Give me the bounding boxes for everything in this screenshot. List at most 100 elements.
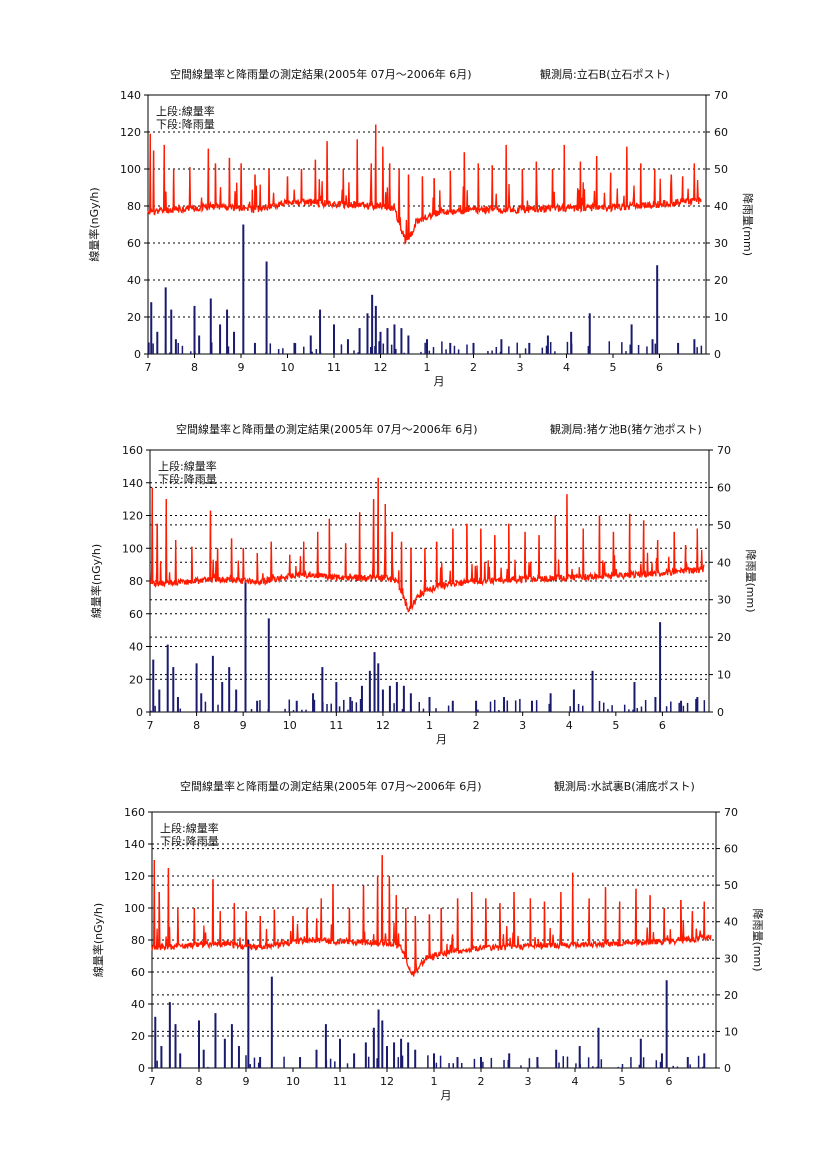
y-tick-label-right: 40 xyxy=(724,916,738,929)
y-tick-label-left: 80 xyxy=(129,575,143,588)
y-tick-label-left: 20 xyxy=(127,311,141,324)
y-axis-label-left: 線量率(nGy/h) xyxy=(87,187,101,261)
y-tick-label-left: 60 xyxy=(127,237,141,250)
x-tick-label: 6 xyxy=(656,361,663,374)
chart-svg: 0 20 40 60 80 100 120 140 160 0 10 20 30 40 50 60 70 7 8 9 1… xyxy=(91,806,765,1102)
legend-rain: 下段:降雨量 xyxy=(158,472,217,486)
y-axis-label-left: 線量率(nGy/h) xyxy=(89,544,103,618)
y-tick-label-right: 0 xyxy=(714,348,721,361)
y-tick-label-right: 60 xyxy=(714,126,728,139)
y-axis-label-left: 線量率(nGy/h) xyxy=(91,903,105,977)
x-tick-label: 7 xyxy=(149,1075,156,1088)
y-tick-label-right: 70 xyxy=(717,444,731,457)
x-tick-label: 9 xyxy=(240,719,247,732)
y-tick-label-left: 80 xyxy=(131,934,145,947)
x-tick-label: 5 xyxy=(612,719,619,732)
y-tick-label-left: 140 xyxy=(124,838,145,851)
chart-title: 空間線量率と降雨量の測定結果(2005年 07月～2006年 6月) xyxy=(176,423,478,436)
x-tick-label: 2 xyxy=(478,1075,485,1088)
x-tick-label: 7 xyxy=(145,361,152,374)
y-axis-label-right: 降雨量(mm) xyxy=(751,908,765,971)
y-tick-label-left: 0 xyxy=(136,706,143,719)
y-tick-label-right: 20 xyxy=(717,631,731,644)
legend-rain: 下段:降雨量 xyxy=(160,834,219,848)
y-tick-label-left: 60 xyxy=(129,608,143,621)
y-tick-label-left: 20 xyxy=(131,1030,145,1043)
y-tick-label-right: 30 xyxy=(724,952,738,965)
chart-title: 空間線量率と降雨量の測定結果(2005年 07月～2006年 6月) xyxy=(180,780,482,793)
x-tick-label: 4 xyxy=(563,361,570,374)
chart-panel-tateishi: 空間線量率と降雨量の測定結果(2005年 07月～2006年 6月) 観測局:立… xyxy=(0,0,819,390)
y-tick-label-left: 120 xyxy=(124,870,145,883)
y-tick-label-right: 10 xyxy=(714,311,728,324)
y-tick-label-right: 70 xyxy=(714,89,728,102)
y-tick-label-right: 50 xyxy=(714,163,728,176)
x-axis-label: 月 xyxy=(434,375,445,388)
y-axis-label-right: 降雨量(mm) xyxy=(741,193,755,256)
y-tick-label-left: 40 xyxy=(131,998,145,1011)
y-tick-label-right: 30 xyxy=(714,237,728,250)
y-tick-label-right: 40 xyxy=(717,556,731,569)
dose-rate-line xyxy=(149,477,705,613)
y-tick-label-left: 40 xyxy=(127,274,141,287)
y-tick-label-left: 100 xyxy=(122,542,143,555)
x-tick-label: 1 xyxy=(424,361,431,374)
x-tick-label: 5 xyxy=(610,361,617,374)
x-tick-label: 2 xyxy=(470,361,477,374)
y-tick-label-left: 120 xyxy=(122,510,143,523)
x-tick-label: 10 xyxy=(281,361,295,374)
station-label: 観測局:立石B(立石ポスト) xyxy=(540,68,670,81)
legend-dose: 上段:線量率 xyxy=(160,821,219,835)
x-tick-label: 8 xyxy=(196,1075,203,1088)
x-tick-label: 10 xyxy=(283,719,297,732)
x-tick-label: 3 xyxy=(525,1075,532,1088)
y-tick-label-left: 140 xyxy=(122,477,143,490)
dose-rate-line xyxy=(151,855,712,977)
chart-svg: 0 20 40 60 80 100 120 140 160 0 10 20 30 40 50 60 70 7 8 9 1… xyxy=(89,444,758,746)
x-tick-label: 1 xyxy=(431,1075,438,1088)
x-axis-label: 月 xyxy=(436,733,447,746)
y-axis-label-right: 降雨量(mm) xyxy=(744,549,758,612)
dose-rate-line xyxy=(147,124,702,246)
x-tick-label: 12 xyxy=(380,1075,394,1088)
x-tick-label: 6 xyxy=(666,1075,673,1088)
legend-dose: 上段:線量率 xyxy=(158,459,217,473)
x-tick-label: 10 xyxy=(286,1075,300,1088)
y-tick-label-left: 0 xyxy=(134,348,141,361)
x-tick-label: 12 xyxy=(374,361,388,374)
chart-panel-inokeike: 空間線量率と降雨量の測定結果(2005年 07月～2006年 6月) 観測局:猪… xyxy=(89,423,758,746)
legend-dose: 上段:線量率 xyxy=(156,104,215,118)
x-tick-label: 12 xyxy=(376,719,390,732)
y-tick-label-right: 10 xyxy=(724,1025,738,1038)
y-tick-label-right: 20 xyxy=(714,274,728,287)
chart-title: 空間線量率と降雨量の測定結果(2005年 07月～2006年 6月) xyxy=(170,68,472,81)
y-tick-label-right: 40 xyxy=(714,200,728,213)
y-tick-label-left: 160 xyxy=(124,806,145,819)
y-tick-label-right: 30 xyxy=(717,594,731,607)
chart-panel-suishiura: 空間線量率と降雨量の測定結果(2005年 07月～2006年 6月) 観測局:水… xyxy=(91,780,765,1102)
legend-rain: 下段:降雨量 xyxy=(156,117,215,131)
x-tick-label: 11 xyxy=(333,1075,347,1088)
y-tick-label-left: 140 xyxy=(120,89,141,102)
y-tick-label-right: 20 xyxy=(724,989,738,1002)
y-tick-label-right: 0 xyxy=(717,706,724,719)
x-tick-label: 8 xyxy=(193,719,200,732)
x-tick-label: 9 xyxy=(243,1075,250,1088)
x-tick-label: 4 xyxy=(572,1075,579,1088)
x-axis-label: 月 xyxy=(441,1089,452,1102)
x-tick-label: 1 xyxy=(426,719,433,732)
x-tick-label: 11 xyxy=(329,719,343,732)
y-tick-label-left: 0 xyxy=(138,1062,145,1075)
x-tick-label: 9 xyxy=(238,361,245,374)
x-tick-label: 2 xyxy=(473,719,480,732)
x-tick-label: 11 xyxy=(327,361,341,374)
y-tick-label-left: 120 xyxy=(120,126,141,139)
y-tick-label-right: 60 xyxy=(717,481,731,494)
y-tick-label-right: 10 xyxy=(717,669,731,682)
x-tick-label: 7 xyxy=(147,719,154,732)
y-tick-label-right: 50 xyxy=(724,879,738,892)
station-label: 観測局:水試裏B(浦底ポスト) xyxy=(554,780,695,793)
x-tick-label: 6 xyxy=(659,719,666,732)
x-tick-label: 3 xyxy=(517,361,524,374)
